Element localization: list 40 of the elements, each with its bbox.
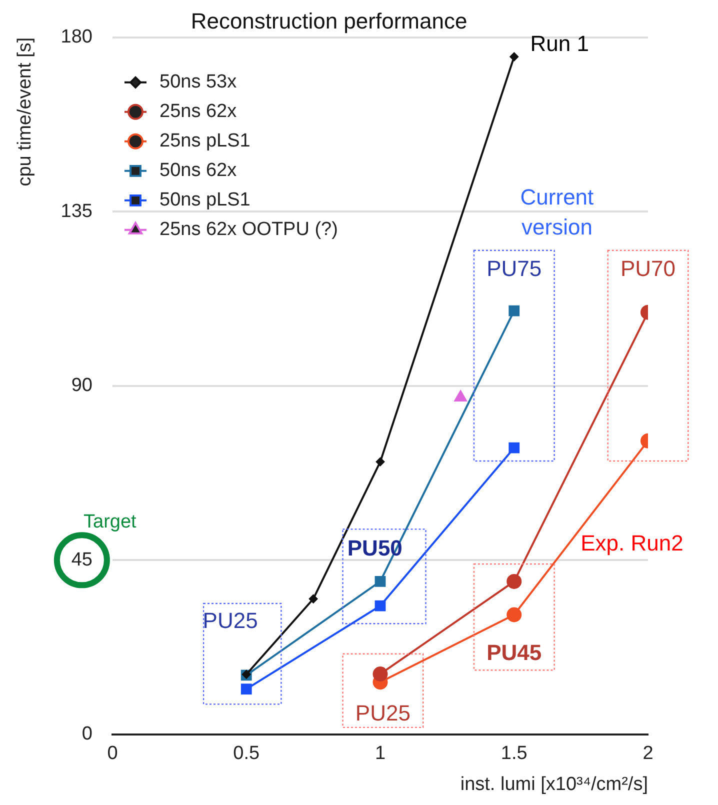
annotation: Exp. Run2 xyxy=(580,530,684,556)
x-tick-label: 2 xyxy=(642,743,654,764)
point xyxy=(374,576,386,587)
legend-label: 25ns pLS1 xyxy=(160,130,250,152)
annotation: PU25 xyxy=(355,700,410,726)
annotation: Target xyxy=(84,511,138,532)
x-axis-title: inst. lumi [x10³⁴/cm²/s] xyxy=(460,774,648,795)
annotation: PU45 xyxy=(486,640,542,665)
y-tick-label: 135 xyxy=(60,200,92,222)
y-tick-label: 90 xyxy=(71,375,92,396)
annotation: PU75 xyxy=(486,256,542,281)
x-tick-label: 0.5 xyxy=(233,743,260,764)
y-tick-label: 45 xyxy=(71,549,92,570)
legend-label: 50ns 53x xyxy=(160,72,238,93)
point xyxy=(374,600,386,612)
legend-label: 25ns 62x xyxy=(160,101,238,122)
point xyxy=(510,52,519,62)
point xyxy=(506,607,522,622)
x-tick-label: 0 xyxy=(107,743,118,764)
point xyxy=(376,457,385,466)
point xyxy=(308,594,318,604)
legend-label: 25ns 62x OOTPU (?) xyxy=(160,219,338,240)
annotation: Current version xyxy=(520,184,594,240)
annotation: PU25 xyxy=(202,608,258,634)
point xyxy=(454,390,468,402)
point xyxy=(506,574,522,589)
chart-title: Reconstruction performance xyxy=(190,8,468,34)
point xyxy=(508,442,520,454)
annotation: Run 1 xyxy=(530,31,589,56)
point xyxy=(240,684,252,695)
y-tick-label: 0 xyxy=(82,724,92,745)
point xyxy=(508,305,520,316)
x-tick-label: 1.5 xyxy=(500,743,528,764)
x-tick-label: 1 xyxy=(374,743,386,764)
point xyxy=(372,666,388,682)
legend-label: 50ns pLS1 xyxy=(160,190,250,211)
y-tick-label: 180 xyxy=(60,26,92,48)
y-axis-title: cpu time/event [s] xyxy=(14,37,36,186)
annotation: PU70 xyxy=(620,256,676,281)
legend-label: 50ns 62x xyxy=(160,160,238,182)
